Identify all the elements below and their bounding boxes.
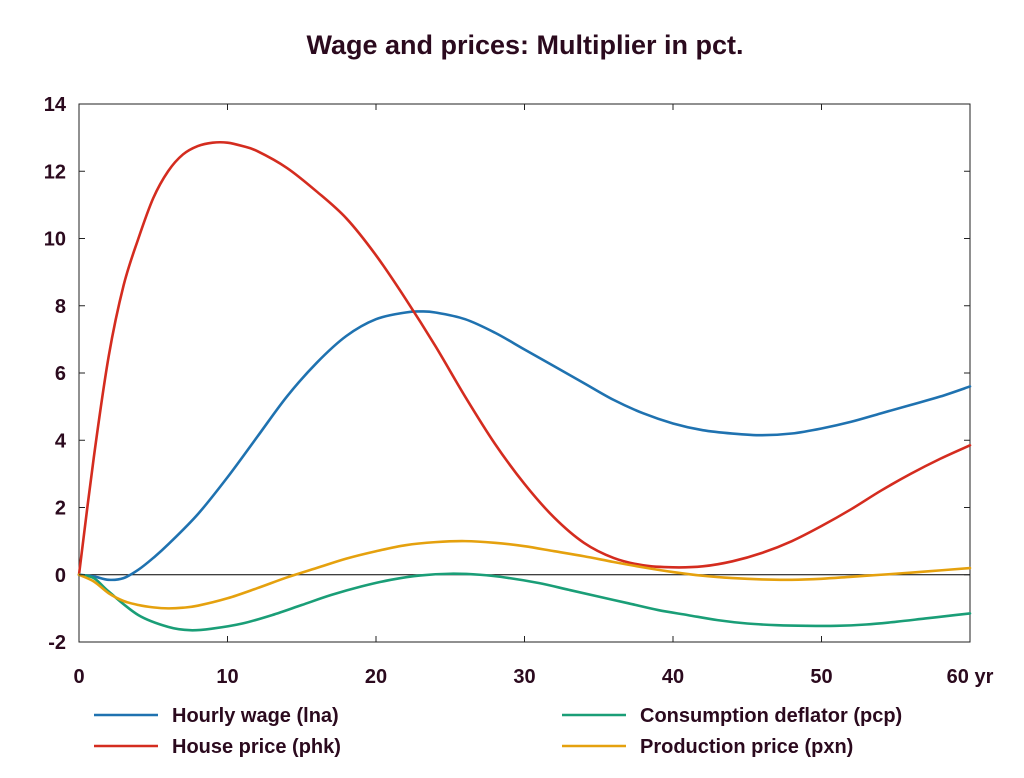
series-line-1 [77, 310, 972, 582]
y-tick-label: 14 [44, 94, 67, 116]
x-axis-ticks: 0 10 20 30 40 50 60 yr [73, 104, 994, 688]
y-tick-label: 8 [55, 296, 66, 318]
series-layer [77, 140, 972, 632]
legend-label: House price (phk) [172, 736, 341, 758]
series-line-2 [77, 140, 972, 577]
legend: Hourly wage (lna) House price (phk) Consum… [94, 705, 902, 758]
plot-frame [78, 103, 971, 643]
y-tick-label: 6 [55, 363, 66, 385]
x-tick-label: 50 [810, 666, 832, 688]
chart-title: Wage and prices: Multiplier in pct. [306, 30, 744, 60]
series-line-4 [77, 539, 972, 610]
y-axis-ticks: -2 0 2 4 6 8 10 12 14 [44, 94, 970, 654]
series-line-3 [77, 572, 972, 632]
y-tick-label: 2 [55, 498, 66, 520]
x-tick-label: 20 [365, 666, 387, 688]
x-tick-label: 0 [73, 666, 84, 688]
legend-label: Hourly wage (lna) [172, 705, 339, 727]
plot-border [78, 103, 971, 643]
y-tick-label: -2 [48, 632, 66, 654]
y-tick-label: 12 [44, 161, 66, 183]
y-tick-label: 0 [55, 565, 66, 587]
x-tick-label: 30 [513, 666, 535, 688]
x-tick-label: 60 yr [947, 666, 994, 688]
x-tick-label: 40 [662, 666, 684, 688]
x-tick-label: 10 [216, 666, 238, 688]
y-tick-label: 4 [55, 430, 67, 452]
y-tick-label: 10 [44, 229, 66, 251]
legend-label: Consumption deflator (pcp) [640, 705, 902, 727]
legend-label: Production price (pxn) [640, 736, 853, 758]
